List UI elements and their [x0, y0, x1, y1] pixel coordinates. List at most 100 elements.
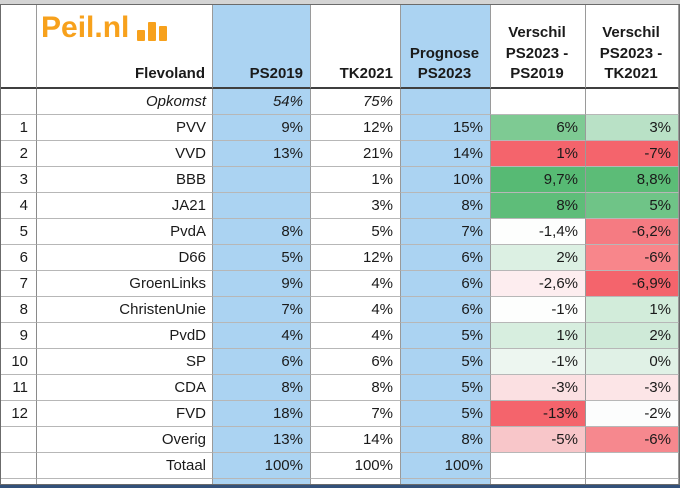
cell-prognose[interactable]: 5%: [401, 401, 491, 427]
party-name[interactable]: PVV: [37, 115, 213, 141]
row-number[interactable]: [1, 427, 37, 453]
cell-ps2019[interactable]: 8%: [213, 375, 311, 401]
cell-tk2021[interactable]: 21%: [311, 141, 401, 167]
cell-v2[interactable]: -6,9%: [586, 271, 679, 297]
party-name[interactable]: PvdD: [37, 323, 213, 349]
cell-v2[interactable]: 5%: [586, 193, 679, 219]
cell-v1[interactable]: -1,4%: [491, 219, 586, 245]
cell-tk2021[interactable]: 12%: [311, 115, 401, 141]
cell-v2[interactable]: 0%: [586, 349, 679, 375]
column-header-v1[interactable]: Verschil PS2023 - PS2019: [491, 5, 586, 89]
party-name[interactable]: JA21: [37, 193, 213, 219]
party-name[interactable]: Opkomst: [37, 89, 213, 115]
cell-tk2021[interactable]: 4%: [311, 297, 401, 323]
cell-ps2019[interactable]: 7%: [213, 297, 311, 323]
cell-tk2021[interactable]: 75%: [311, 89, 401, 115]
row-number[interactable]: 10: [1, 349, 37, 375]
cell-tk2021[interactable]: 14%: [311, 427, 401, 453]
cell-ps2019[interactable]: 13%: [213, 427, 311, 453]
corner-header-cell[interactable]: [1, 5, 37, 89]
cell-v1[interactable]: -5%: [491, 427, 586, 453]
cell-v1[interactable]: [491, 453, 586, 479]
row-number[interactable]: 5: [1, 219, 37, 245]
cell-tk2021[interactable]: 3%: [311, 193, 401, 219]
cell-prognose[interactable]: 6%: [401, 245, 491, 271]
cell-tk2021[interactable]: 8%: [311, 375, 401, 401]
cell-v2[interactable]: -6,2%: [586, 219, 679, 245]
cell-v1[interactable]: -13%: [491, 401, 586, 427]
cell-ps2019[interactable]: 100%: [213, 453, 311, 479]
cell-v2[interactable]: 3%: [586, 115, 679, 141]
cell-tk2021[interactable]: 12%: [311, 245, 401, 271]
party-name[interactable]: SP: [37, 349, 213, 375]
party-name[interactable]: VVD: [37, 141, 213, 167]
cell-ps2019[interactable]: 13%: [213, 141, 311, 167]
cell-prognose[interactable]: 7%: [401, 219, 491, 245]
cell-tk2021[interactable]: 1%: [311, 167, 401, 193]
cell-prognose[interactable]: 5%: [401, 349, 491, 375]
cell-v2[interactable]: -6%: [586, 245, 679, 271]
cell-v1[interactable]: 1%: [491, 323, 586, 349]
cell-prognose[interactable]: 8%: [401, 193, 491, 219]
cell-v1[interactable]: 1%: [491, 141, 586, 167]
cell-prognose[interactable]: 100%: [401, 453, 491, 479]
cell-v2[interactable]: -3%: [586, 375, 679, 401]
party-name[interactable]: FVD: [37, 401, 213, 427]
cell-prognose[interactable]: 6%: [401, 297, 491, 323]
cell-ps2019[interactable]: [213, 167, 311, 193]
cell-v1[interactable]: 2%: [491, 245, 586, 271]
cell-ps2019[interactable]: 6%: [213, 349, 311, 375]
cell-prognose[interactable]: 5%: [401, 323, 491, 349]
cell-tk2021[interactable]: 5%: [311, 219, 401, 245]
cell-tk2021[interactable]: 6%: [311, 349, 401, 375]
cell-v2[interactable]: [586, 453, 679, 479]
cell-tk2021[interactable]: 4%: [311, 271, 401, 297]
cell-prognose[interactable]: 6%: [401, 271, 491, 297]
row-number[interactable]: 1: [1, 115, 37, 141]
column-header-tk2021[interactable]: TK2021: [311, 5, 401, 89]
row-number[interactable]: 12: [1, 401, 37, 427]
cell-tk2021[interactable]: 7%: [311, 401, 401, 427]
cell-prognose[interactable]: 10%: [401, 167, 491, 193]
row-number[interactable]: 2: [1, 141, 37, 167]
cell-v2[interactable]: [586, 89, 679, 115]
row-number[interactable]: 3: [1, 167, 37, 193]
party-name[interactable]: Overig: [37, 427, 213, 453]
cell-ps2019[interactable]: 8%: [213, 219, 311, 245]
column-header-prognose[interactable]: Prognose PS2023: [401, 5, 491, 89]
cell-v2[interactable]: 2%: [586, 323, 679, 349]
party-name[interactable]: ChristenUnie: [37, 297, 213, 323]
region-header-cell[interactable]: Peil.nl Flevoland: [37, 5, 213, 89]
cell-v2[interactable]: -6%: [586, 427, 679, 453]
cell-ps2019[interactable]: 54%: [213, 89, 311, 115]
row-number[interactable]: 4: [1, 193, 37, 219]
cell-v2[interactable]: -7%: [586, 141, 679, 167]
cell-v1[interactable]: 9,7%: [491, 167, 586, 193]
cell-ps2019[interactable]: 18%: [213, 401, 311, 427]
cell-v2[interactable]: 8,8%: [586, 167, 679, 193]
cell-tk2021[interactable]: 4%: [311, 323, 401, 349]
column-header-ps2019[interactable]: PS2019: [213, 5, 311, 89]
cell-prognose[interactable]: 15%: [401, 115, 491, 141]
cell-prognose[interactable]: 5%: [401, 375, 491, 401]
party-name[interactable]: BBB: [37, 167, 213, 193]
cell-v2[interactable]: 1%: [586, 297, 679, 323]
cell-v1[interactable]: 8%: [491, 193, 586, 219]
cell-prognose[interactable]: 8%: [401, 427, 491, 453]
cell-v1[interactable]: 6%: [491, 115, 586, 141]
cell-ps2019[interactable]: 9%: [213, 271, 311, 297]
party-name[interactable]: D66: [37, 245, 213, 271]
row-number[interactable]: [1, 89, 37, 115]
cell-v1[interactable]: [491, 89, 586, 115]
row-number[interactable]: 9: [1, 323, 37, 349]
row-number[interactable]: 8: [1, 297, 37, 323]
column-header-v2[interactable]: Verschil PS2023 - TK2021: [586, 5, 679, 89]
cell-ps2019[interactable]: 5%: [213, 245, 311, 271]
cell-prognose[interactable]: 14%: [401, 141, 491, 167]
row-number[interactable]: 6: [1, 245, 37, 271]
cell-v1[interactable]: -3%: [491, 375, 586, 401]
cell-ps2019[interactable]: [213, 193, 311, 219]
cell-tk2021[interactable]: 100%: [311, 453, 401, 479]
cell-ps2019[interactable]: 9%: [213, 115, 311, 141]
party-name[interactable]: PvdA: [37, 219, 213, 245]
